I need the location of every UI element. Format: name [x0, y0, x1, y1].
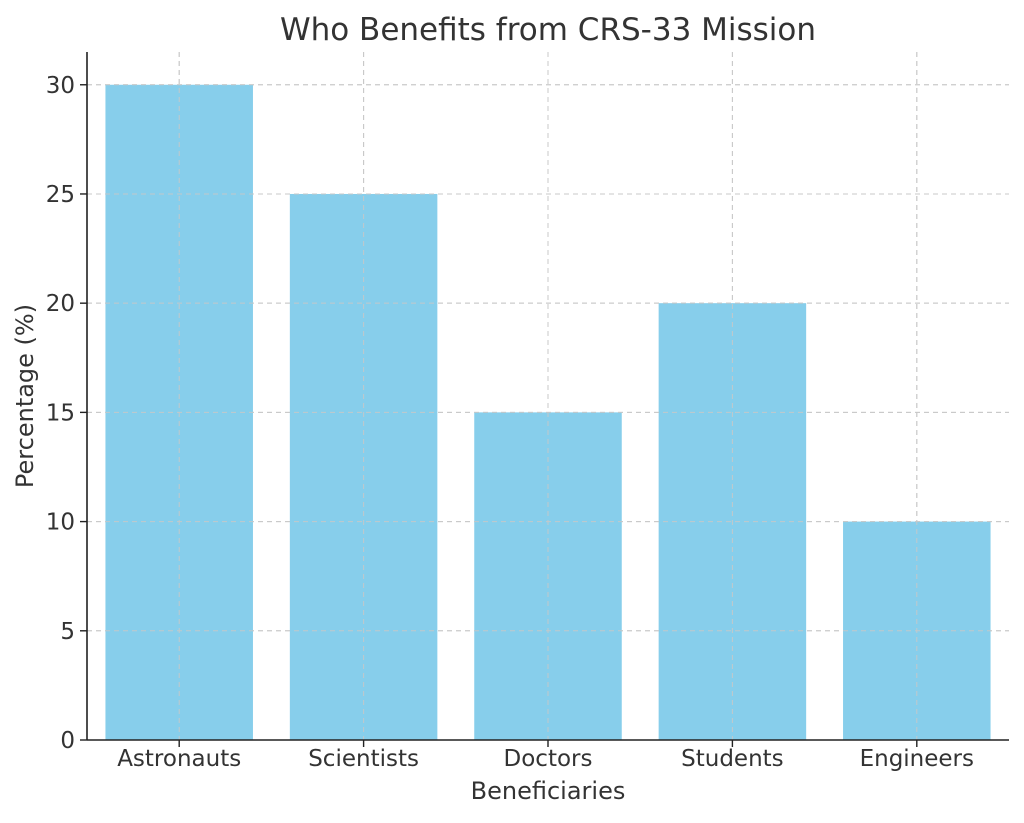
y-tick-label: 15	[46, 400, 75, 426]
y-tick-label: 10	[46, 510, 75, 536]
y-axis-label: Percentage (%)	[11, 304, 39, 488]
y-tick-label: 0	[60, 728, 75, 754]
labels-layer: Who Benefits from CRS-33 Mission Benefic…	[11, 12, 816, 805]
x-tick-label: Engineers	[860, 746, 974, 772]
y-tick-label: 30	[46, 73, 75, 99]
axes-layer: 0 5 10 15 20 25 30 Astronauts Scientists Doctors S…	[46, 52, 1009, 772]
y-tick-label: 20	[46, 291, 75, 317]
bars-layer	[87, 52, 1009, 740]
x-tick-label: Doctors	[504, 746, 593, 772]
x-tick-label: Scientists	[308, 746, 419, 772]
y-tick-label: 25	[46, 182, 75, 208]
chart-title: Who Benefits from CRS-33 Mission	[280, 12, 816, 48]
y-tick-label: 5	[60, 619, 75, 645]
x-axis-label: Beneficiaries	[471, 777, 626, 805]
x-tick-label: Astronauts	[117, 746, 241, 772]
x-tick-label: Students	[681, 746, 784, 772]
grid-overlay	[87, 52, 1009, 740]
